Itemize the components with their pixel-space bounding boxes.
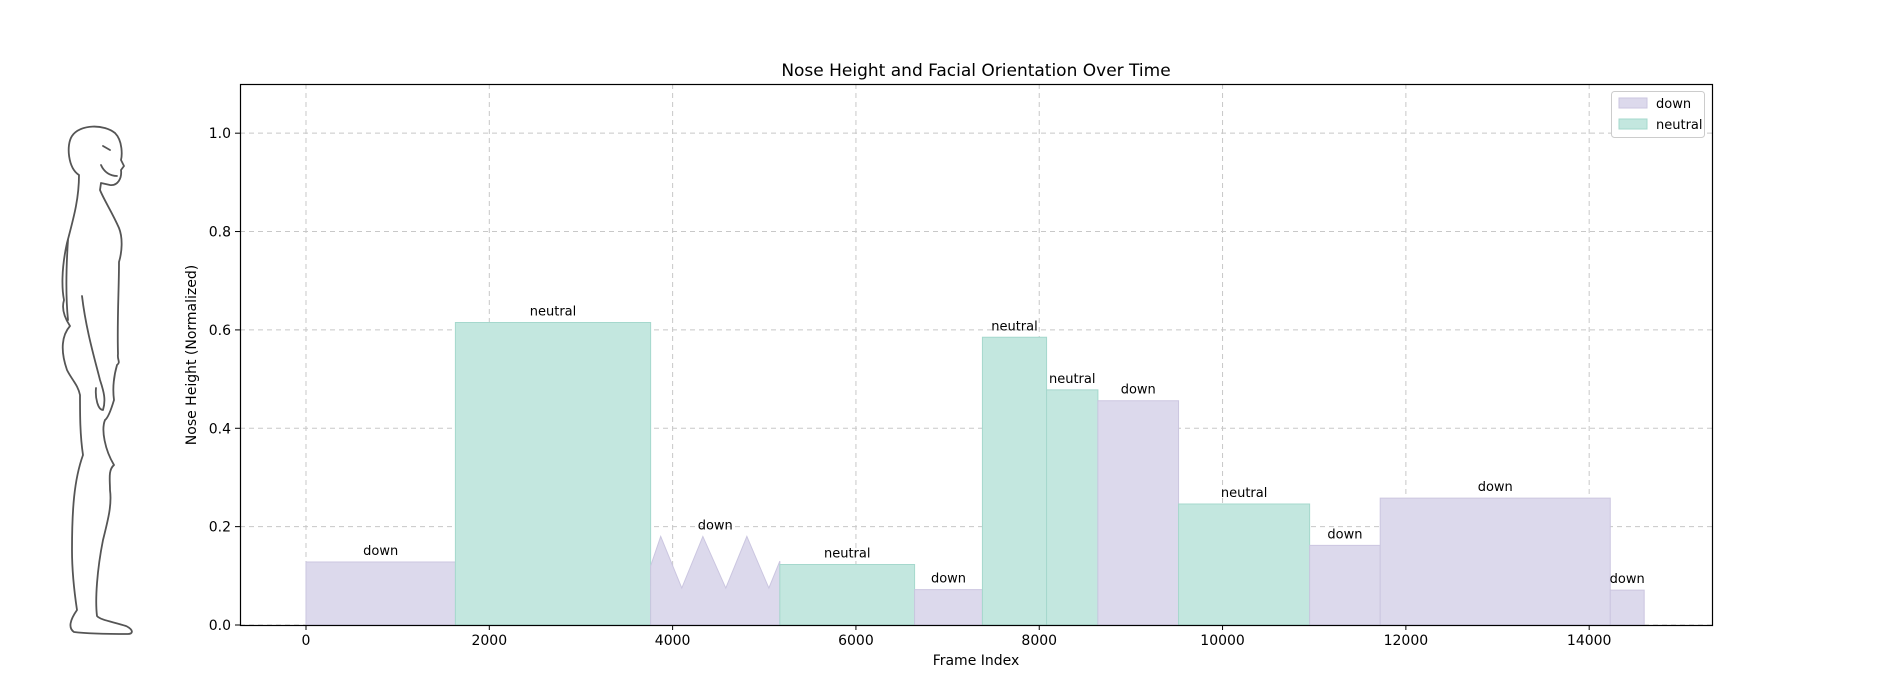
segment-label: down: [1610, 572, 1645, 587]
y-tick-label: 0.8: [209, 225, 231, 241]
segment-down-11: [1609, 589, 1645, 626]
y-tick-label: 0.4: [209, 421, 231, 437]
segment-down-4: [914, 589, 983, 626]
y-tick-label: 0.6: [209, 323, 231, 339]
x-axis-label: Frame Index: [933, 653, 1020, 669]
segment-neutral-3: [779, 564, 916, 626]
human-silhouette-icon: [61, 125, 133, 635]
segment-label: down: [363, 544, 398, 559]
y-tick-label: 0.2: [209, 520, 231, 536]
x-tick-label: 2000: [471, 633, 507, 649]
y-tick-label: 0.0: [209, 618, 231, 634]
x-tick-label: 14000: [1567, 633, 1612, 649]
segment-label: neutral: [1221, 486, 1268, 501]
legend-swatch-neutral: [1618, 118, 1648, 130]
y-axis: 0.0 0.2 0.4 0.6 0.8 1.0: [209, 126, 240, 634]
y-axis-label: Nose Height (Normalized): [184, 265, 200, 445]
segment-neutral-5: [981, 336, 1048, 626]
legend: down neutral: [1611, 91, 1705, 138]
segment-down-7: [1097, 400, 1180, 626]
segment-label: down: [1478, 480, 1513, 495]
x-tick-label: 8000: [1021, 633, 1057, 649]
segment-label: neutral: [1049, 372, 1096, 387]
x-tick-label: 10000: [1200, 633, 1245, 649]
plot-frame: [239, 83, 1714, 627]
segment-label: down: [1327, 527, 1362, 542]
x-tick-label: 12000: [1384, 633, 1429, 649]
x-tick-label: 4000: [655, 633, 691, 649]
segment-neutral-8: [1178, 503, 1311, 626]
y-tick-label: 1.0: [209, 126, 231, 142]
segment-neutral-1: [454, 322, 652, 626]
segment-down-10: [1379, 497, 1611, 626]
x-tick-label: 0: [302, 633, 311, 649]
segments: [305, 322, 1645, 626]
segment-label: down: [698, 518, 733, 533]
x-tick-label: 6000: [838, 633, 874, 649]
segment-label: neutral: [530, 305, 577, 320]
chart-title: Nose Height and Facial Orientation Over …: [781, 61, 1170, 81]
segment-down-0: [305, 561, 456, 626]
legend-label-neutral: neutral: [1656, 118, 1703, 133]
segment-label: down: [1121, 383, 1156, 398]
segment-label: down: [931, 572, 966, 587]
segment-label: neutral: [824, 547, 871, 562]
segment-neutral-6: [1046, 389, 1099, 626]
x-axis: 0 2000 4000 6000 8000 10000 12000 14000: [302, 625, 1612, 649]
legend-label-down: down: [1656, 97, 1691, 112]
segment-down-9: [1309, 544, 1381, 626]
segment-labels: down neutral down neutral down neutral neutral…: [363, 305, 1645, 588]
segment-label: neutral: [991, 319, 1038, 334]
legend-swatch-down: [1618, 97, 1648, 109]
